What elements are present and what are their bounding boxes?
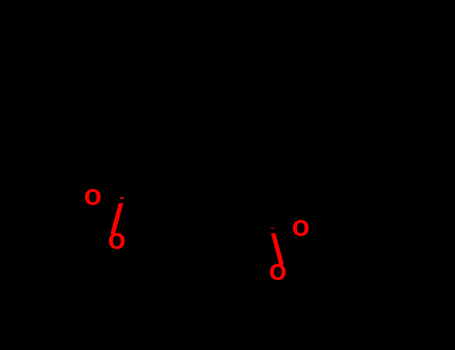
Text: O: O [269, 264, 287, 284]
Text: O: O [108, 233, 126, 253]
Text: O: O [293, 219, 310, 240]
Text: O: O [84, 189, 102, 209]
